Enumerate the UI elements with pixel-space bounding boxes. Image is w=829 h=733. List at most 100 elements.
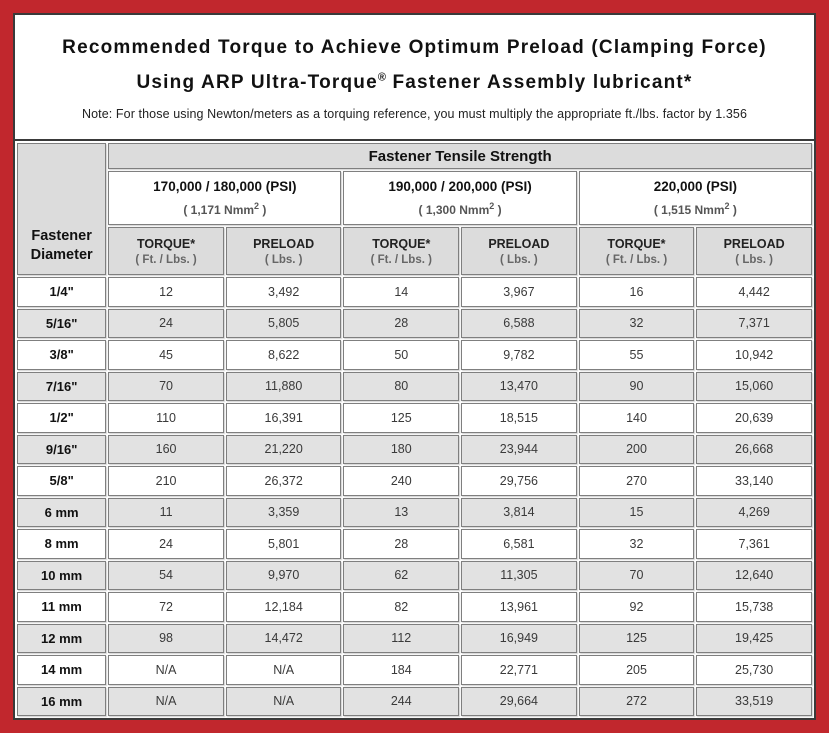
torque-subheader-label: TORQUE* xyxy=(607,236,666,251)
preload-value-cell: 16,391 xyxy=(225,403,342,433)
preload-value-cell: 13,470 xyxy=(461,371,577,401)
table-row: 3/8" 45 8,622 50 9,782 55 10,942 xyxy=(17,340,812,370)
fastener-diameter-cell: 5/8" xyxy=(17,466,107,496)
fastener-diameter-cell: 16 mm xyxy=(17,686,107,716)
fastener-diameter-cell: 7/16" xyxy=(17,371,107,401)
preload-value-cell: 11,305 xyxy=(461,560,577,590)
table-row: 1/4" 12 3,492 14 3,967 16 4,442 xyxy=(17,277,812,307)
preload-subheader: PRELOAD ( Lbs. ) xyxy=(696,227,812,275)
page-title: Recommended Torque to Achieve Optimum Pr… xyxy=(15,33,814,98)
torque-subheader-unit: ( Ft. / Lbs. ) xyxy=(605,253,668,266)
preload-subheader-unit: ( Lbs. ) xyxy=(264,253,303,266)
torque-value-cell: 98 xyxy=(108,623,224,653)
table-row: 5/16" 24 5,805 28 6,588 32 7,371 xyxy=(17,308,812,338)
preload-value-cell: 12,640 xyxy=(696,560,812,590)
preload-value-cell: 6,581 xyxy=(461,529,577,559)
torque-value-cell: 272 xyxy=(578,686,695,716)
title-line1: Recommended Torque to Achieve Optimum Pr… xyxy=(62,37,767,58)
preload-value-cell: 5,801 xyxy=(225,529,342,559)
torque-value-cell: 270 xyxy=(578,466,695,496)
torque-value-cell: 200 xyxy=(578,434,695,464)
torque-table-wrap: Fastener Diameter Fastener Tensile Stren… xyxy=(15,139,814,718)
torque-subheader-unit: ( Ft. / Lbs. ) xyxy=(370,253,432,266)
torque-value-cell: 180 xyxy=(343,434,460,464)
preload-subheader-unit: ( Lbs. ) xyxy=(500,253,538,266)
torque-value-cell: 110 xyxy=(108,403,224,433)
preload-subheader-label: PRELOAD xyxy=(723,236,785,251)
torque-value-cell: 160 xyxy=(108,434,224,464)
preload-value-cell: 4,269 xyxy=(696,497,812,527)
torque-value-cell: 50 xyxy=(343,340,460,370)
nmm-label: ( 1,171 Nmm2 ) xyxy=(183,201,267,217)
tensile-strength-header: Fastener Tensile Strength xyxy=(108,143,812,169)
table-row: 7/16" 70 11,880 80 13,470 90 15,060 xyxy=(17,371,812,401)
preload-subheader-unit: ( Lbs. ) xyxy=(735,253,773,266)
torque-subheader: TORQUE* ( Ft. / Lbs. ) xyxy=(108,227,224,275)
fastener-diameter-cell: 5/16" xyxy=(17,308,107,338)
table-row: 6 mm 11 3,359 13 3,814 15 4,269 xyxy=(17,497,812,527)
preload-value-cell: 3,359 xyxy=(225,497,342,527)
preload-value-cell: 6,588 xyxy=(461,308,577,338)
torque-value-cell: 210 xyxy=(108,466,224,496)
preload-value-cell: 20,639 xyxy=(696,403,812,433)
fastener-diameter-cell: 6 mm xyxy=(17,497,107,527)
torque-value-cell: 32 xyxy=(578,308,695,338)
torque-subheader: TORQUE* ( Ft. / Lbs. ) xyxy=(578,227,695,275)
torque-value-cell: 70 xyxy=(578,560,695,590)
preload-value-cell: 12,184 xyxy=(225,592,342,622)
torque-value-cell: N/A xyxy=(108,655,224,685)
torque-subheader-unit: ( Ft. / Lbs. ) xyxy=(135,253,197,266)
preload-value-cell: 10,942 xyxy=(696,340,812,370)
torque-value-cell: 28 xyxy=(343,529,460,559)
fastener-diameter-cell: 8 mm xyxy=(17,529,107,559)
fastener-diameter-cell: 3/8" xyxy=(17,340,107,370)
torque-value-cell: 125 xyxy=(578,623,695,653)
preload-value-cell: 21,220 xyxy=(225,434,342,464)
torque-value-cell: 62 xyxy=(343,560,460,590)
torque-value-cell: 112 xyxy=(343,623,460,653)
preload-value-cell: 4,442 xyxy=(696,277,812,307)
preload-value-cell: 7,361 xyxy=(696,529,812,559)
preload-value-cell: 15,738 xyxy=(696,592,812,622)
torque-value-cell: 244 xyxy=(343,686,460,716)
preload-subheader: PRELOAD ( Lbs. ) xyxy=(461,227,577,275)
preload-value-cell: 9,782 xyxy=(461,340,577,370)
preload-value-cell: 11,880 xyxy=(225,371,342,401)
torque-value-cell: 14 xyxy=(343,277,460,307)
nmm-label: ( 1,515 Nmm2 ) xyxy=(653,201,737,217)
preload-subheader-label: PRELOAD xyxy=(488,236,550,251)
torque-value-cell: N/A xyxy=(108,686,224,716)
fastener-diameter-cell: 10 mm xyxy=(17,560,107,590)
table-row: 9/16" 160 21,220 180 23,944 200 26,668 xyxy=(17,434,812,464)
torque-value-cell: 140 xyxy=(578,403,695,433)
preload-value-cell: 7,371 xyxy=(696,308,812,338)
fastener-diameter-cell: 14 mm xyxy=(17,655,107,685)
torque-value-cell: 240 xyxy=(343,466,460,496)
table-row: 1/2" 110 16,391 125 18,515 140 20,639 xyxy=(17,403,812,433)
torque-value-cell: 82 xyxy=(343,592,460,622)
preload-value-cell: 13,961 xyxy=(461,592,577,622)
torque-value-cell: 54 xyxy=(108,560,224,590)
preload-value-cell: 18,515 xyxy=(461,403,577,433)
torque-value-cell: 24 xyxy=(108,308,224,338)
torque-subheader: TORQUE* ( Ft. / Lbs. ) xyxy=(343,227,460,275)
preload-value-cell: 9,970 xyxy=(225,560,342,590)
preload-value-cell: 3,814 xyxy=(461,497,577,527)
table-row: 12 mm 98 14,472 112 16,949 125 19,425 xyxy=(17,623,812,653)
torque-value-cell: 12 xyxy=(108,277,224,307)
preload-subheader-label: PRELOAD xyxy=(253,236,315,251)
psi-label: 190,000 / 200,000 (PSI) xyxy=(388,179,532,194)
psi-group-170-180: 170,000 / 180,000 (PSI) ( 1,171 Nmm2 ) xyxy=(108,171,342,225)
torque-value-cell: 184 xyxy=(343,655,460,685)
preload-value-cell: 3,967 xyxy=(461,277,577,307)
fastener-diameter-cell: 1/2" xyxy=(17,403,107,433)
psi-group-190-200: 190,000 / 200,000 (PSI) ( 1,300 Nmm2 ) xyxy=(343,171,577,225)
torque-value-cell: 125 xyxy=(343,403,460,433)
torque-value-cell: 24 xyxy=(108,529,224,559)
preload-value-cell: 16,949 xyxy=(461,623,577,653)
preload-value-cell: N/A xyxy=(225,686,342,716)
torque-subheader-label: TORQUE* xyxy=(372,236,431,251)
torque-value-cell: 28 xyxy=(343,308,460,338)
psi-group-220: 220,000 (PSI) ( 1,515 Nmm2 ) xyxy=(578,171,812,225)
